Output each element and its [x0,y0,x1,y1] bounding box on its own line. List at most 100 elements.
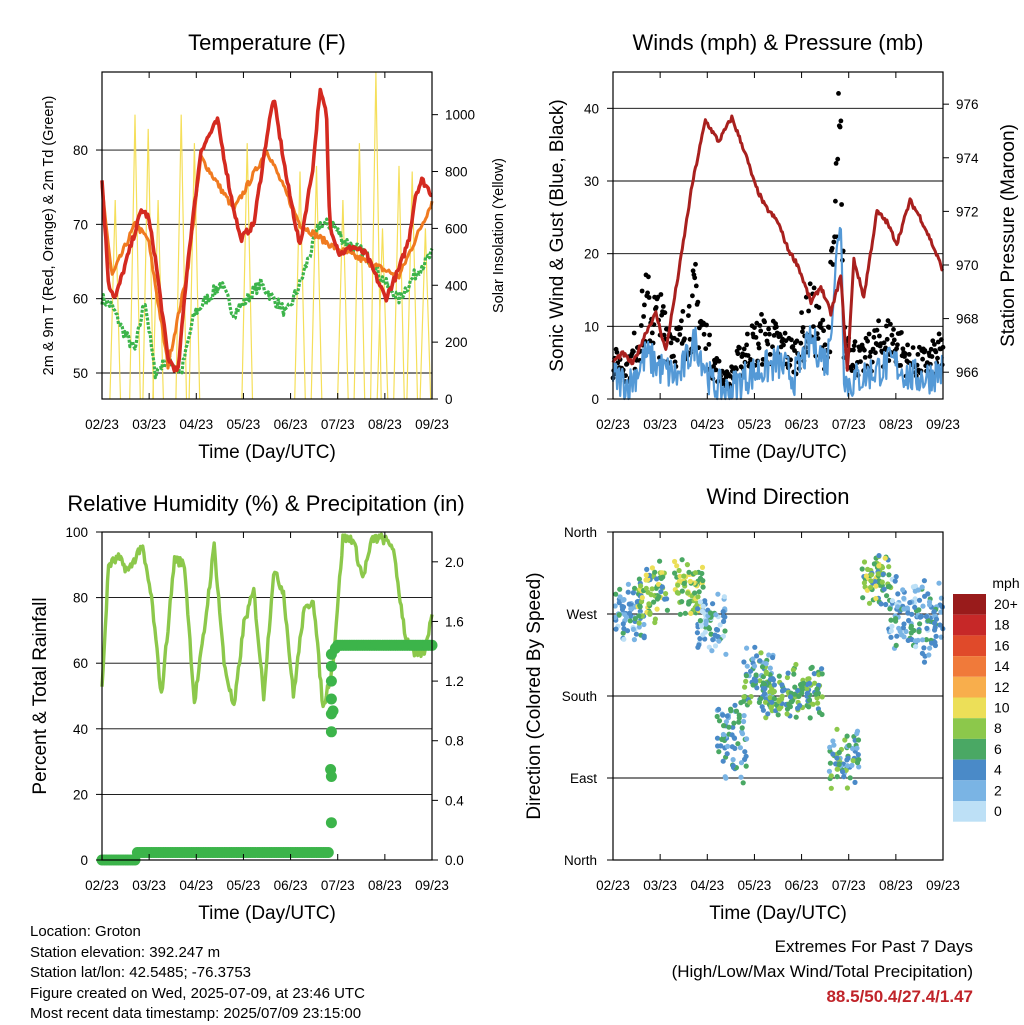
wind-direction-point [664,607,671,613]
wind-direction-point [759,664,766,670]
solar-insolation-peak [129,114,141,400]
wind-direction-point [632,616,638,622]
legend-swatch [953,780,986,801]
wind-direction-point [804,690,811,696]
wind-direction-point [831,742,837,748]
wind-direction-point [757,658,763,664]
wind-direction-point [695,594,701,600]
wind-direction-point [657,558,663,564]
gust-point [765,341,771,347]
y2-tick-label: 1.2 [445,674,464,689]
gust-point [753,335,759,340]
wind-direction-point [792,691,798,697]
wind-direction-point [695,606,701,612]
wind-direction-point [674,563,680,569]
wind-direction-point [676,567,682,574]
y2-tick-label: 976 [956,97,979,112]
wind-direction-point [866,600,873,606]
wind-direction-point [919,650,926,657]
gust-point [686,313,691,318]
wind-direction-point [677,573,683,579]
wind-direction-point [880,571,886,577]
x-tick-label: 03/23 [132,878,166,893]
wind-direction-point [626,610,633,616]
wind-direction-point [739,731,746,737]
wind-direction-point [923,637,930,643]
wind-direction-point [846,742,852,749]
wind-direction-point [771,682,778,688]
x-tick-label: 02/23 [85,417,119,432]
x-tick-label: 05/23 [738,878,772,893]
wind-direction-point [886,572,892,578]
wind-direction-point [710,601,716,607]
wind-direction-point [795,705,801,711]
wind-direction-point [743,763,749,769]
y2-tick-label: 0.8 [445,734,464,749]
wind-direction-point [740,780,746,786]
wind-direction-point [730,763,736,769]
wind-direction-point [779,688,786,694]
x-tick-label: 02/23 [85,878,119,893]
wind-direction-point [807,715,813,721]
wind-direction-point [658,575,664,582]
legend-swatch [953,738,986,760]
chart-title: Temperature (F) [188,30,346,55]
wind-direction-point [709,648,715,654]
wind-direction-point [937,622,943,628]
extremes-block: Extremes For Past 7 Days (High/Low/Max W… [672,934,973,1009]
wind-direction-point [828,773,834,779]
legend-label: 16 [994,637,1010,653]
gust-point [741,346,747,352]
gust-point [638,323,644,328]
wind-direction-point [923,613,930,620]
wind-direction-point [784,711,790,717]
gust-point [766,326,771,332]
wind-direction-point [744,736,750,742]
gust-point [898,363,903,368]
gust-point [891,327,896,332]
wind-direction-point [742,749,748,755]
wind-direction-point [908,630,914,636]
wind-direction-point [643,572,649,578]
wind-direction-point [896,625,902,631]
wind-direction-point [718,743,724,749]
x-tick-label: 09/23 [926,878,960,893]
gust-point [889,332,895,338]
rainfall-point [322,847,334,858]
wind-direction-point [905,610,911,616]
wind-direction-point [932,627,938,633]
y-tick-label: 60 [73,292,88,307]
gust-point [929,354,935,359]
wind-direction-point [692,590,698,596]
wind-direction-point [761,681,768,687]
y-tick-label: 0 [591,392,599,407]
x-tick-label: 07/23 [832,417,866,432]
wind-direction-point [719,736,725,743]
wind-direction-point [799,690,805,696]
wind-direction-point [621,636,627,642]
wind-direction-point [836,749,842,756]
gust-point [756,341,761,347]
y2-axis-label: Station Pressure (Maroon) [998,124,1019,347]
wind-direction-point [779,682,785,688]
wind-direction-point [894,633,900,639]
x-tick-label: 05/23 [227,878,261,893]
y-tick-label: 20 [73,787,88,802]
wind-direction-point [868,578,874,584]
wind-direction-point [921,659,928,665]
gust-point [614,349,620,355]
y2-tick-label: 968 [956,312,979,327]
wind-direction-point [834,755,840,761]
gust-point [782,330,788,336]
gust-point [735,351,741,357]
station-latlon: Station lat/lon: 42.5485; -76.3753 [30,964,252,981]
wind-direction-point [827,760,834,766]
y-axis-label: 2m & 9m T (Red, Orange) & 2m Td (Green) [41,96,57,376]
wind-direction-point [724,713,730,719]
wind-direction-point [828,785,834,791]
wind-direction-point [847,775,853,781]
wind-direction-point [844,785,851,791]
gust-point [789,337,794,343]
gust-point [870,346,876,352]
gust-point [704,322,709,328]
